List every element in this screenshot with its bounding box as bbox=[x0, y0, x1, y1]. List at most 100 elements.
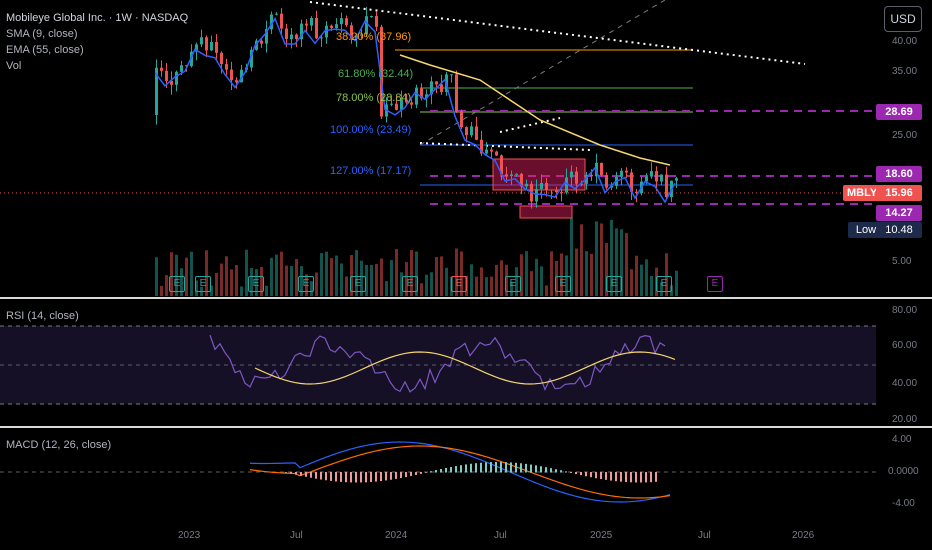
macd-histogram-bar bbox=[465, 464, 467, 473]
pane-divider[interactable] bbox=[0, 297, 932, 299]
volume-bar bbox=[375, 264, 378, 296]
candle-body bbox=[665, 174, 668, 198]
macd-histogram-bar bbox=[460, 465, 462, 473]
macd-histogram-bar bbox=[560, 470, 562, 473]
sma-legend[interactable]: SMA (9, close) bbox=[6, 28, 78, 40]
macd-histogram-bar bbox=[515, 462, 517, 473]
candle-body bbox=[575, 171, 578, 184]
macd-histogram-bar bbox=[330, 472, 332, 481]
candle-body bbox=[660, 174, 663, 182]
candle-body bbox=[275, 13, 278, 15]
volume-bar bbox=[460, 251, 463, 296]
candle-body bbox=[405, 99, 408, 103]
macd-histogram-bar bbox=[635, 472, 637, 483]
volume-bar bbox=[160, 285, 163, 296]
price-axis-label: 5.00 bbox=[892, 256, 912, 267]
candle-body bbox=[620, 170, 623, 177]
earnings-icon[interactable]: E bbox=[298, 276, 314, 292]
rsi-legend[interactable]: RSI (14, close) bbox=[6, 310, 79, 322]
macd-histogram-bar bbox=[360, 472, 362, 483]
time-axis-label: Jul bbox=[494, 530, 507, 541]
volume-bar bbox=[425, 274, 428, 296]
macd-line bbox=[249, 441, 671, 503]
volume-bar bbox=[320, 253, 323, 296]
candle-body bbox=[190, 51, 193, 67]
candle-body bbox=[605, 175, 608, 188]
volume-bar bbox=[250, 267, 253, 296]
pane-divider[interactable] bbox=[0, 426, 932, 428]
chart-legend: Mobileye Global Inc. · 1W · NASDAQ SMA (… bbox=[6, 10, 188, 74]
candle-body bbox=[635, 191, 638, 194]
rsi-axis-label: 60.00 bbox=[892, 340, 918, 351]
earnings-icon[interactable]: E bbox=[707, 276, 723, 292]
candle-body bbox=[185, 65, 188, 67]
earnings-icon[interactable]: E bbox=[402, 276, 418, 292]
earnings-icon[interactable]: E bbox=[169, 276, 185, 292]
earnings-icon[interactable]: E bbox=[350, 276, 366, 292]
candle-body bbox=[260, 40, 263, 44]
volume-bar bbox=[515, 267, 518, 296]
earnings-icon[interactable]: E bbox=[606, 276, 622, 292]
volume-bar bbox=[345, 276, 348, 296]
earnings-icon[interactable]: E bbox=[195, 276, 211, 292]
volume-bar bbox=[265, 285, 268, 296]
earnings-icon[interactable]: E bbox=[248, 276, 264, 292]
earnings-icon[interactable]: E bbox=[555, 276, 571, 292]
macd-histogram-bar bbox=[365, 472, 367, 483]
volume-bar bbox=[305, 274, 308, 296]
volume-bar bbox=[355, 250, 358, 296]
macd-histogram-bar bbox=[645, 472, 647, 483]
candle-body bbox=[305, 23, 308, 26]
macd-histogram-bar bbox=[425, 472, 427, 473]
earnings-icon[interactable]: E bbox=[656, 276, 672, 292]
candle-body bbox=[585, 174, 588, 184]
candle-body bbox=[320, 37, 323, 39]
macd-histogram-bar bbox=[565, 471, 567, 473]
macd-histogram-bar bbox=[400, 472, 402, 479]
volume-bar bbox=[580, 224, 583, 296]
candle-body bbox=[210, 42, 213, 51]
earnings-icon[interactable]: E bbox=[451, 276, 467, 292]
vol-legend[interactable]: Vol bbox=[6, 60, 22, 72]
volume-bar bbox=[640, 264, 643, 296]
volume-bar bbox=[510, 281, 513, 296]
volume-bar bbox=[420, 283, 423, 296]
volume-bar bbox=[400, 272, 403, 296]
macd-histogram-bar bbox=[385, 472, 387, 481]
volume-bar bbox=[260, 266, 263, 296]
volume-bar bbox=[520, 254, 523, 296]
candle-body bbox=[630, 172, 633, 192]
macd-legend[interactable]: MACD (12, 26, close) bbox=[6, 439, 112, 451]
macd-histogram-bar bbox=[290, 472, 292, 474]
currency-button[interactable]: USD bbox=[884, 6, 922, 32]
symbol-title[interactable]: Mobileye Global Inc. · 1W · NASDAQ bbox=[6, 12, 189, 24]
volume-bar bbox=[485, 277, 488, 296]
macd-histogram-bar bbox=[315, 472, 317, 479]
price-axis-label: 40.00 bbox=[892, 36, 918, 47]
level-tag-3: 14.27 bbox=[876, 205, 922, 221]
volume-bar bbox=[440, 256, 443, 296]
candle-body bbox=[195, 44, 198, 52]
macd-histogram-bar bbox=[605, 472, 607, 480]
low-value-tag: 10.48 bbox=[876, 222, 922, 238]
ema-legend[interactable]: EMA (55, close) bbox=[6, 44, 84, 56]
volume-bar bbox=[335, 255, 338, 296]
time-axis-label: 2025 bbox=[590, 530, 613, 541]
volume-bar bbox=[275, 254, 278, 296]
earnings-icon[interactable]: E bbox=[505, 276, 521, 292]
candle-body bbox=[440, 84, 443, 93]
volume-bar bbox=[165, 275, 168, 296]
rsi-axis-label: 40.00 bbox=[892, 378, 918, 389]
fib-label-1000: 100.00% (23.49) bbox=[330, 124, 412, 136]
macd-histogram-bar bbox=[595, 472, 597, 479]
candle-body bbox=[450, 74, 453, 76]
candle-body bbox=[325, 25, 328, 38]
candle-body bbox=[435, 81, 438, 85]
candle-body bbox=[315, 18, 318, 39]
time-axis-label: 2026 bbox=[792, 530, 815, 541]
volume-bar bbox=[590, 253, 593, 296]
low-label-tag: Low bbox=[848, 222, 884, 238]
candle-body bbox=[350, 25, 353, 39]
candle-body bbox=[545, 182, 548, 190]
